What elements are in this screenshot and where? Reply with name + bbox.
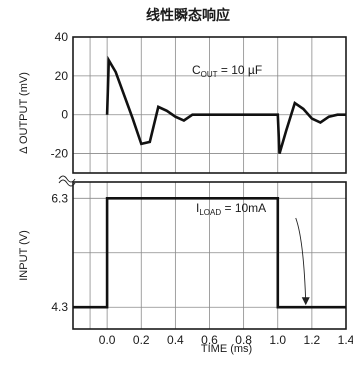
top-y-tick-label: 20 bbox=[55, 69, 69, 83]
bottom-y-axis-label: INPUT (V) bbox=[18, 230, 30, 281]
bottom-y-tick-label: 6.3 bbox=[51, 191, 68, 205]
frame-layer bbox=[58, 36, 347, 330]
x-tick-label: 0.0 bbox=[99, 333, 116, 347]
x-tick-label: 1.4 bbox=[338, 333, 353, 347]
top-y-tick-label: 40 bbox=[55, 30, 69, 44]
x-tick-label: 0.2 bbox=[133, 333, 150, 347]
top-plot-frame bbox=[72, 36, 347, 174]
cout-annotation: COUT = 10 µF bbox=[192, 63, 262, 79]
text-layer: 40 20 0 -20 6.3 4.3 0.0 0.2 0.4 0.6 0.8 1.0 1.2 1.4 TI… bbox=[18, 30, 353, 355]
series-layer bbox=[73, 55, 346, 309]
iload-annotation-main: I bbox=[196, 201, 199, 215]
chart-title: 线性瞬态响应 bbox=[146, 7, 230, 24]
top-y-tick-label: -20 bbox=[51, 147, 69, 161]
cout-annotation-subscript: OUT bbox=[201, 70, 218, 79]
iload-annotation-subscript: LOAD bbox=[199, 208, 221, 217]
output-deviation-series bbox=[105, 55, 346, 154]
annotation-leader-line bbox=[295, 217, 307, 304]
annotation-arrowhead bbox=[301, 297, 310, 306]
x-tick-label: 0.4 bbox=[167, 333, 184, 347]
x-tick-label: 1.0 bbox=[269, 333, 286, 347]
top-y-axis-label: Δ OUTPUT (mV) bbox=[18, 72, 30, 154]
x-tick-label: 1.2 bbox=[304, 333, 321, 347]
input-step-series bbox=[73, 197, 346, 309]
top-y-tick-label: 0 bbox=[61, 108, 68, 122]
x-axis-label: TIME (ms) bbox=[201, 343, 252, 355]
bottom-plot-frame bbox=[72, 181, 347, 330]
cout-annotation-main: C bbox=[192, 63, 201, 77]
iload-annotation: ILOAD = 10mA bbox=[196, 201, 266, 217]
axis-break-mark bbox=[58, 179, 76, 187]
cout-annotation-value: = 10 µF bbox=[218, 63, 263, 77]
iload-annotation-value: = 10mA bbox=[221, 201, 266, 215]
x-tick-label: 0.8 bbox=[235, 333, 252, 347]
axis-break-mark bbox=[58, 175, 76, 183]
x-tick-label: 0.6 bbox=[201, 333, 218, 347]
bottom-y-tick-label: 4.3 bbox=[51, 300, 68, 314]
